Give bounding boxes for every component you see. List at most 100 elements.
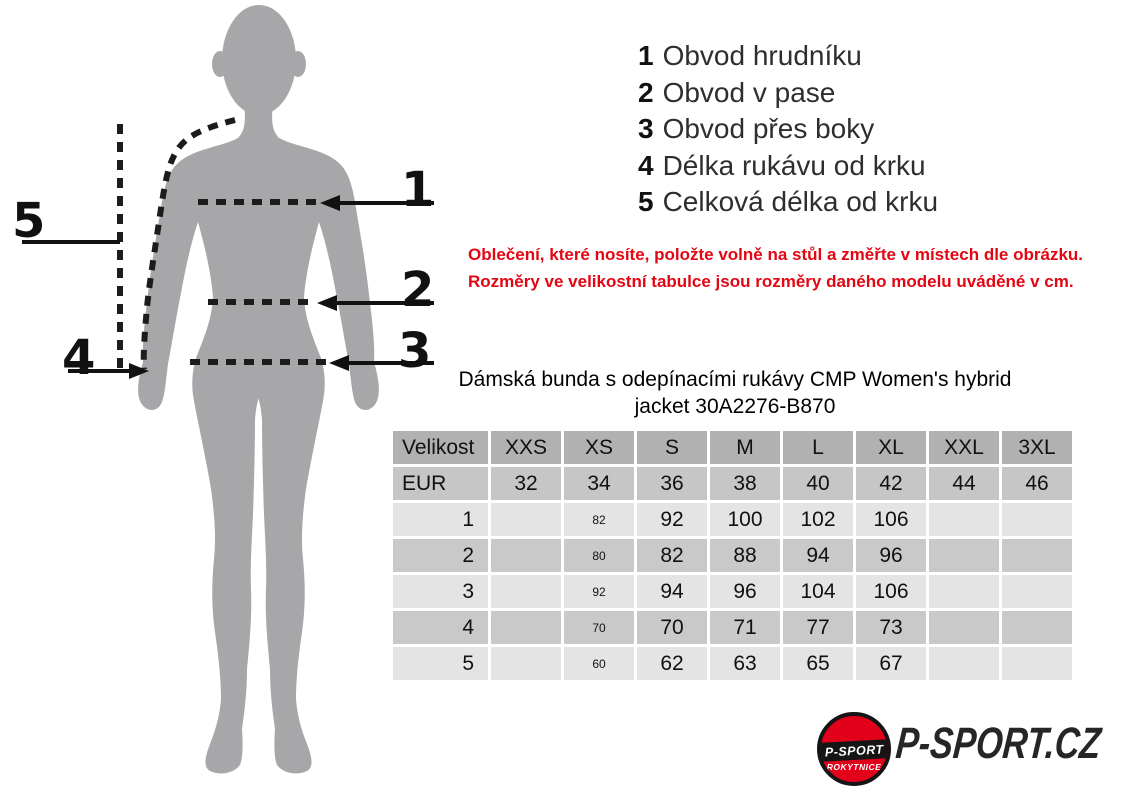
marker-4: 4	[62, 330, 96, 386]
body-silhouette-svg	[22, 5, 434, 774]
size-table: Velikost XXS XS S M L XL XXL 3XL EUR 32 …	[390, 428, 1075, 683]
note-line-2: Rozměry ve velikostní tabulce jsou rozmě…	[468, 272, 1074, 291]
marker-3: 3	[398, 323, 432, 379]
value-cell: 88	[710, 539, 780, 572]
value-cell	[929, 647, 999, 680]
eur-cell: 36	[637, 467, 707, 500]
arrowhead-1	[320, 195, 340, 211]
value-cell: 70	[564, 611, 634, 644]
legend-label: Obvod v pase	[662, 76, 836, 108]
product-title: Dámská bunda s odepínacími rukávy CMP Wo…	[392, 366, 1078, 420]
psport-wordmark: P-SPORT.CZ	[894, 719, 1103, 768]
size-table-header-row: Velikost XXS XS S M L XL XXL 3XL	[393, 431, 1072, 464]
legend-item-4: 4 Délka rukávu od krku	[638, 148, 938, 185]
value-cell	[491, 503, 561, 536]
legend-num: 5	[638, 186, 654, 217]
value-cell: 96	[710, 575, 780, 608]
arrowhead-2	[317, 295, 337, 311]
psport-logo-badge: P-SPORT ROKYTNICE	[817, 712, 891, 786]
size-table-row-2: 2 80 82 88 94 96	[393, 539, 1072, 572]
eur-cell: 44	[929, 467, 999, 500]
legend-label: Obvod přes boky	[662, 113, 875, 144]
legend-item-1: 1 Obvod hrudníku	[638, 38, 938, 75]
eur-cell: 42	[856, 467, 926, 500]
arrowhead-4	[129, 363, 149, 379]
legend-label: Obvod hrudníku	[662, 40, 862, 71]
value-cell: 77	[783, 611, 853, 644]
logo-town-text: ROKYTNICE	[826, 762, 882, 772]
value-cell: 82	[564, 503, 634, 536]
row-label-cell: 2	[393, 539, 488, 572]
header-cell: XXL	[929, 431, 999, 464]
sleeve-measure-line	[140, 117, 236, 370]
value-cell: 70	[637, 611, 707, 644]
row-label-cell: 3	[393, 575, 488, 608]
legend-label: Délka rukávu od krku	[662, 149, 926, 181]
legend-num: 3	[638, 113, 654, 144]
legend-item-5: 5 Celková délka od krku	[638, 184, 938, 221]
size-table-eur-row: EUR 32 34 36 38 40 42 44 46	[393, 467, 1072, 500]
legend-num: 1	[638, 40, 654, 71]
value-cell: 94	[637, 575, 707, 608]
value-cell	[491, 539, 561, 572]
marker-5: 5	[12, 193, 46, 249]
value-cell: 106	[856, 503, 926, 536]
eur-cell: EUR	[393, 467, 488, 500]
value-cell: 80	[564, 539, 634, 572]
value-cell: 62	[637, 647, 707, 680]
measurement-legend: 1 Obvod hrudníku 2 Obvod v pase 3 Obvod pře…	[638, 38, 938, 221]
header-cell: XS	[564, 431, 634, 464]
value-cell: 71	[710, 611, 780, 644]
legend-label: Celková délka od krku	[662, 186, 939, 217]
value-cell: 100	[710, 503, 780, 536]
value-cell: 106	[856, 575, 926, 608]
value-cell	[1002, 647, 1072, 680]
product-title-line-1: Dámská bunda s odepínacími rukávy CMP Wo…	[458, 368, 1012, 391]
eur-cell: 46	[1002, 467, 1072, 500]
value-cell	[491, 647, 561, 680]
header-cell: XXS	[491, 431, 561, 464]
value-cell	[929, 503, 999, 536]
arrowhead-3	[329, 355, 349, 371]
eur-cell: 34	[564, 467, 634, 500]
legend-num: 2	[638, 76, 654, 108]
marker-1: 1	[401, 162, 435, 218]
header-cell: L	[783, 431, 853, 464]
header-cell: S	[637, 431, 707, 464]
value-cell: 82	[637, 539, 707, 572]
row-label-cell: 4	[393, 611, 488, 644]
header-cell: M	[710, 431, 780, 464]
value-cell: 96	[856, 539, 926, 572]
note-line-1: Oblečení, které nosíte, položte volně na…	[468, 245, 1084, 264]
value-cell	[1002, 539, 1072, 572]
value-cell: 94	[783, 539, 853, 572]
value-cell	[1002, 611, 1072, 644]
eur-cell: 38	[710, 467, 780, 500]
header-cell: Velikost	[393, 431, 488, 464]
value-cell	[929, 611, 999, 644]
row-label-cell: 1	[393, 503, 488, 536]
value-cell: 104	[783, 575, 853, 608]
value-cell: 65	[783, 647, 853, 680]
size-table-row-4: 4 70 70 71 77 73	[393, 611, 1072, 644]
legend-item-3: 3 Obvod přes boky	[638, 111, 938, 148]
value-cell: 60	[564, 647, 634, 680]
value-cell: 73	[856, 611, 926, 644]
eur-cell: 40	[783, 467, 853, 500]
value-cell	[929, 575, 999, 608]
value-cell: 67	[856, 647, 926, 680]
logo-band: P-SPORT	[821, 739, 887, 762]
value-cell: 92	[564, 575, 634, 608]
value-cell	[929, 539, 999, 572]
value-cell: 63	[710, 647, 780, 680]
row-label-cell: 5	[393, 647, 488, 680]
marker-2: 2	[401, 262, 435, 318]
eur-cell: 32	[491, 467, 561, 500]
value-cell	[1002, 575, 1072, 608]
value-cell: 102	[783, 503, 853, 536]
header-cell: 3XL	[1002, 431, 1072, 464]
measuring-note: Oblečení, které nosíte, položte volně na…	[468, 241, 1113, 295]
size-table-row-5: 5 60 62 63 65 67	[393, 647, 1072, 680]
product-title-line-2: jacket 30A2276-B870	[634, 395, 836, 418]
